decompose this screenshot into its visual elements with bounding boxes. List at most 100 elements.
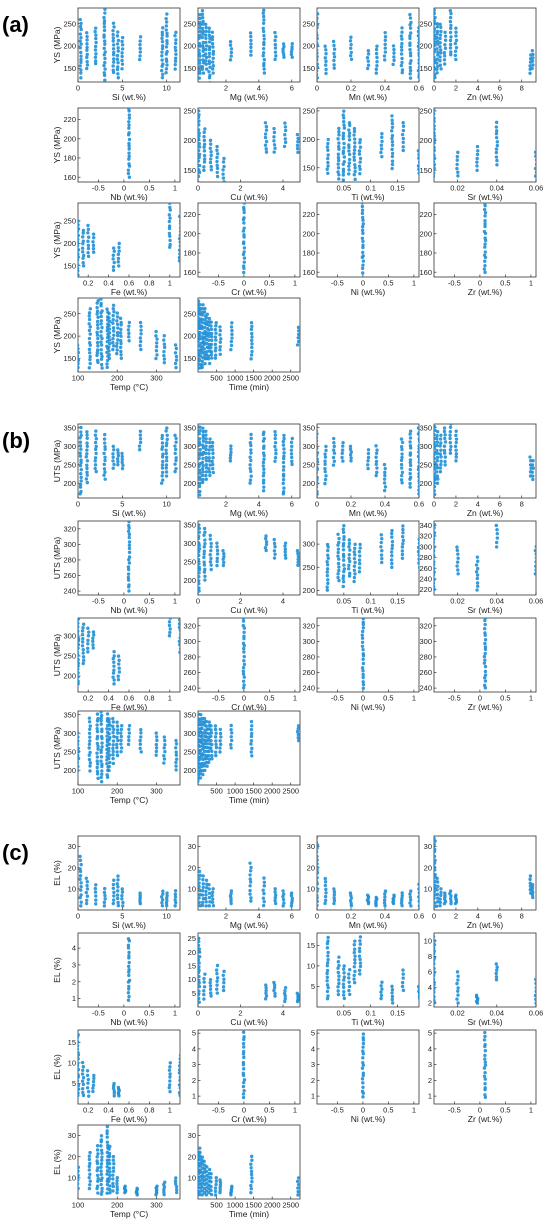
y-tick-label: 200 — [183, 332, 196, 341]
data-point — [99, 314, 103, 319]
data-point — [202, 563, 207, 567]
x-tick-label: 0.6 — [414, 500, 424, 509]
data-point — [342, 524, 346, 528]
data-point — [434, 112, 436, 116]
data-point — [454, 433, 458, 438]
data-point — [416, 984, 419, 989]
data-point — [208, 463, 212, 467]
data-point — [159, 481, 164, 485]
data-point — [127, 108, 131, 111]
data-point — [534, 158, 536, 162]
data-point — [448, 425, 453, 429]
data-point — [80, 1087, 85, 1091]
x-tick-label: 0 — [242, 694, 246, 703]
x-tick-label: 0.6 — [414, 912, 424, 921]
data-point — [400, 552, 405, 557]
data-point — [325, 983, 330, 987]
data-point — [241, 669, 246, 674]
data-point — [391, 62, 395, 67]
data-point — [249, 474, 253, 478]
data-point — [94, 36, 98, 41]
data-point — [296, 563, 300, 567]
data-point — [111, 53, 116, 57]
data-point — [162, 360, 167, 365]
data-point — [408, 26, 413, 30]
data-point — [78, 667, 80, 671]
x-axis-label: Zn (wt.%) — [467, 920, 504, 930]
data-point — [87, 720, 92, 724]
data-point — [221, 985, 226, 989]
data-point — [94, 902, 98, 906]
data-point — [317, 19, 319, 24]
data-point — [282, 55, 286, 59]
data-point — [250, 1158, 254, 1162]
data-point — [296, 738, 300, 743]
data-point — [78, 636, 81, 641]
data-point — [201, 477, 205, 482]
data-point — [207, 59, 211, 63]
data-point — [177, 1071, 180, 1075]
data-point — [241, 1080, 246, 1085]
data-point — [201, 439, 206, 443]
data-point — [173, 451, 177, 456]
data-point — [165, 893, 169, 898]
data-point — [79, 430, 83, 434]
data-point — [317, 879, 319, 884]
data-point — [283, 121, 287, 125]
data-point — [317, 451, 320, 455]
data-point — [120, 39, 124, 44]
data-point — [111, 64, 115, 68]
data-point — [250, 331, 254, 336]
data-point — [534, 552, 536, 556]
data-point — [342, 971, 346, 975]
data-point — [273, 898, 277, 903]
data-point — [78, 252, 80, 256]
data-point — [272, 143, 277, 147]
y-tick-label: 220 — [183, 210, 196, 219]
data-point — [85, 430, 89, 434]
data-point — [230, 1184, 234, 1188]
data-point — [95, 340, 100, 345]
data-point — [85, 894, 90, 898]
data-point — [164, 459, 169, 463]
panel-label-c: (c) — [2, 840, 29, 865]
data-point — [111, 901, 116, 906]
data-point — [242, 205, 246, 210]
data-point — [409, 20, 413, 25]
data-point — [95, 734, 100, 739]
data-point — [242, 675, 247, 679]
data-point — [317, 73, 319, 77]
y-tick-label: 200 — [183, 229, 196, 238]
data-point — [198, 961, 201, 965]
data-point — [374, 444, 378, 448]
data-point — [92, 236, 96, 240]
data-point — [211, 71, 215, 75]
data-point — [273, 50, 278, 54]
data-point — [366, 49, 371, 53]
data-point — [87, 716, 92, 720]
data-point — [103, 60, 107, 65]
data-point — [283, 128, 288, 133]
data-point — [111, 1177, 115, 1181]
data-point — [93, 890, 98, 894]
data-point — [99, 711, 103, 714]
data-point — [99, 357, 104, 361]
data-point — [78, 354, 80, 358]
data-point — [357, 152, 362, 156]
data-point — [530, 893, 535, 897]
data-point — [435, 463, 439, 467]
data-point — [126, 565, 131, 569]
data-point — [434, 842, 436, 847]
data-point — [218, 344, 222, 349]
data-point — [353, 572, 357, 576]
data-point — [361, 680, 365, 684]
x-axis-label: Cr (wt.%) — [231, 1114, 267, 1124]
data-point — [289, 52, 294, 57]
data-point — [399, 462, 404, 467]
data-point — [204, 1189, 209, 1193]
data-point — [483, 219, 487, 223]
data-point — [434, 19, 436, 23]
data-point — [161, 72, 165, 77]
data-point — [390, 136, 394, 141]
